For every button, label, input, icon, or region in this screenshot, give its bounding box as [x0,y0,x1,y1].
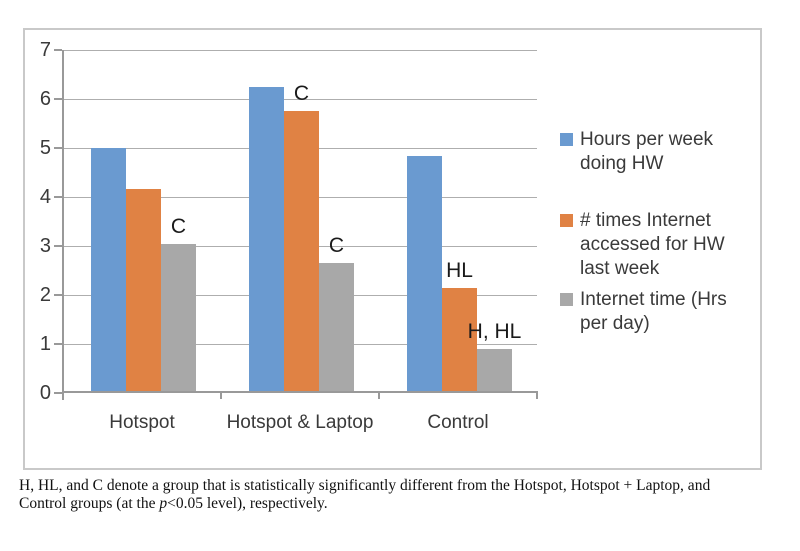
bar-hours-per-hotspot-laptop [249,86,284,393]
bar-internet-time-hotspot [161,243,196,393]
significance-annotation-control-1: HL [446,258,473,282]
x-tick-mark-3 [536,393,538,399]
caption-line-2: Control groups (at the p<0.05 level), re… [19,495,710,513]
caption-line-2-post: <0.05 level), respectively. [167,494,328,512]
caption-line-2-pre: Control groups (at the [19,494,160,512]
y-tick-mark-5 [54,147,62,149]
y-tick-mark-0 [54,392,62,394]
bar-internet-time-control [477,348,512,393]
x-tick-mark-2 [378,393,380,399]
y-tick-mark-6 [54,98,62,100]
caption-line-2-italic-p: p [159,494,168,512]
y-tick-mark-2 [54,294,62,296]
legend-label-line: Internet time (Hrs [580,289,727,310]
significance-annotation-control-2: H, HL [467,319,522,343]
gridline-7 [63,49,537,51]
significance-annotation-hotspot-laptop-1: C [293,82,310,106]
significance-annotation-hotspot-laptop-2: C [328,234,345,258]
y-tick-mark-7 [54,49,62,51]
legend-label-line: accessed for HW [580,234,725,255]
bar-times-internet-control [442,287,477,393]
legend-label: # times Internet accessed for HW last week [580,209,725,281]
gridline-6 [63,98,537,100]
legend-label-line: Hours per week [580,129,714,150]
legend-label-line: per day) [580,313,650,334]
y-tick-mark-4 [54,196,62,198]
legend-swatch-0 [560,133,573,146]
legend-label-line: # times Internet [580,210,711,231]
legend-item-hours-per: Hours per week doing HW [560,128,713,176]
legend-label-line: last week [580,258,660,279]
bar-hours-per-hotspot [91,148,126,393]
category-label-hotspot-laptop: Hotspot & Laptop [226,412,374,433]
y-axis-label-6: 6 [39,88,51,110]
y-axis-line [62,50,64,400]
bar-internet-time-hotspot-laptop [319,263,354,393]
y-axis-label-7: 7 [39,39,51,61]
significance-annotation-hotspot-2: C [170,214,187,238]
y-axis-label-5: 5 [39,137,51,159]
legend-swatch-2 [560,293,573,306]
legend-label: Hours per week doing HW [580,128,713,176]
caption-line-1: H, HL, and C denote a group that is stat… [19,477,711,494]
legend-label-line: doing HW [580,153,664,174]
bar-hours-per-control [407,156,442,393]
bar-times-internet-hotspot [126,188,161,393]
legend-swatch-1 [560,214,573,227]
y-axis-label-3: 3 [39,235,51,257]
category-label-control: Control [427,412,489,433]
legend-item-times-internet: # times Internet accessed for HW last week [560,209,725,281]
caption: H, HL, and C denote a group that is stat… [19,477,710,512]
x-axis-line [62,391,538,393]
plot-area: C C C HL H, HL [54,49,538,400]
legend-item-internet-time: Internet time (Hrs per day) [560,288,727,336]
y-axis-label-0: 0 [39,382,51,404]
y-axis-label-4: 4 [39,186,51,208]
legend-label: Internet time (Hrs per day) [580,288,727,336]
y-tick-mark-3 [54,245,62,247]
x-tick-mark-1 [220,393,222,399]
chart-frame: C C C HL H, HL 0 1 2 3 4 5 6 7 Hotspot Hotspot & Lap… [23,28,762,470]
y-axis-label-1: 1 [39,333,51,355]
x-tick-mark-0 [62,393,64,399]
y-axis-label-2: 2 [39,284,51,306]
category-label-hotspot: Hotspot [109,412,175,433]
y-tick-mark-1 [54,343,62,345]
bar-times-internet-hotspot-laptop [284,111,319,393]
